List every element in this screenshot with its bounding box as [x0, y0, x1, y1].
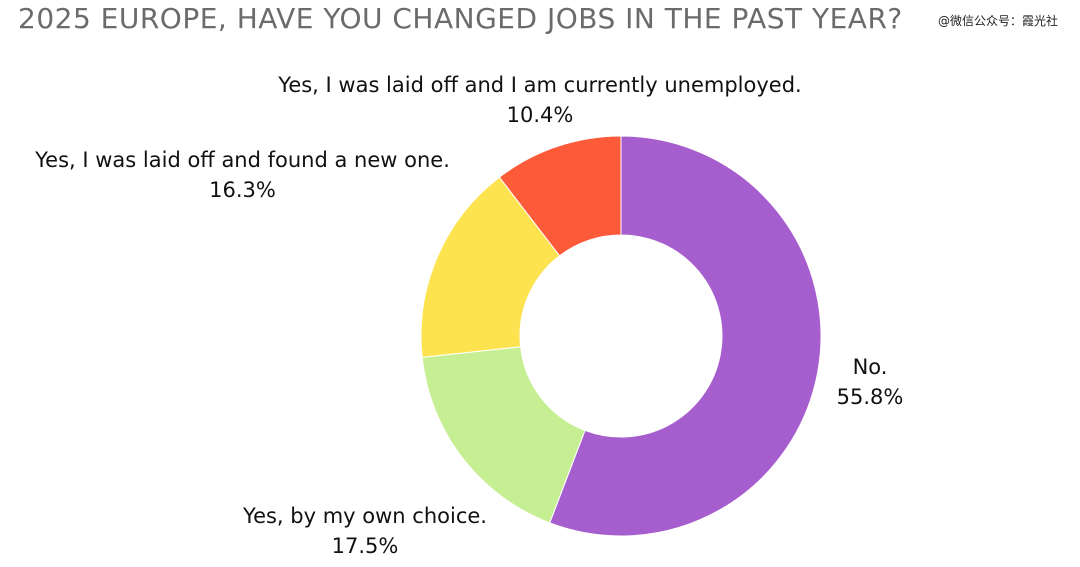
- slice-label-text: No.: [852, 355, 888, 379]
- slice-label-unemployed: Yes, I was laid off and I am currently u…: [250, 70, 830, 130]
- slice-label-laid-off-new: Yes, I was laid off and found a new one.…: [10, 145, 475, 205]
- slice-value-label: 10.4%: [506, 103, 574, 127]
- slice-value-label: 16.3%: [209, 178, 276, 202]
- donut-slice-0: [549, 135, 822, 537]
- slice-label-own-choice: Yes, by my own choice. 17.5%: [230, 501, 500, 561]
- slice-label-no: No. 55.8%: [820, 352, 920, 412]
- donut-slice-3: [498, 135, 622, 257]
- watermark: @微信公众号：霞光社: [938, 14, 1059, 28]
- chart-title: 2025 EUROPE, HAVE YOU CHANGED JOBS IN TH…: [18, 2, 903, 35]
- slice-value-label: 17.5%: [331, 534, 399, 558]
- donut-slice-1: [421, 346, 586, 524]
- donut-slice-2: [420, 176, 561, 358]
- slice-label-text: Yes, by my own choice.: [243, 504, 487, 528]
- slice-label-text: Yes, I was laid off and I am currently u…: [278, 73, 802, 97]
- slice-label-text: Yes, I was laid off and found a new one.: [35, 148, 450, 172]
- slice-value-label: 55.8%: [836, 385, 904, 409]
